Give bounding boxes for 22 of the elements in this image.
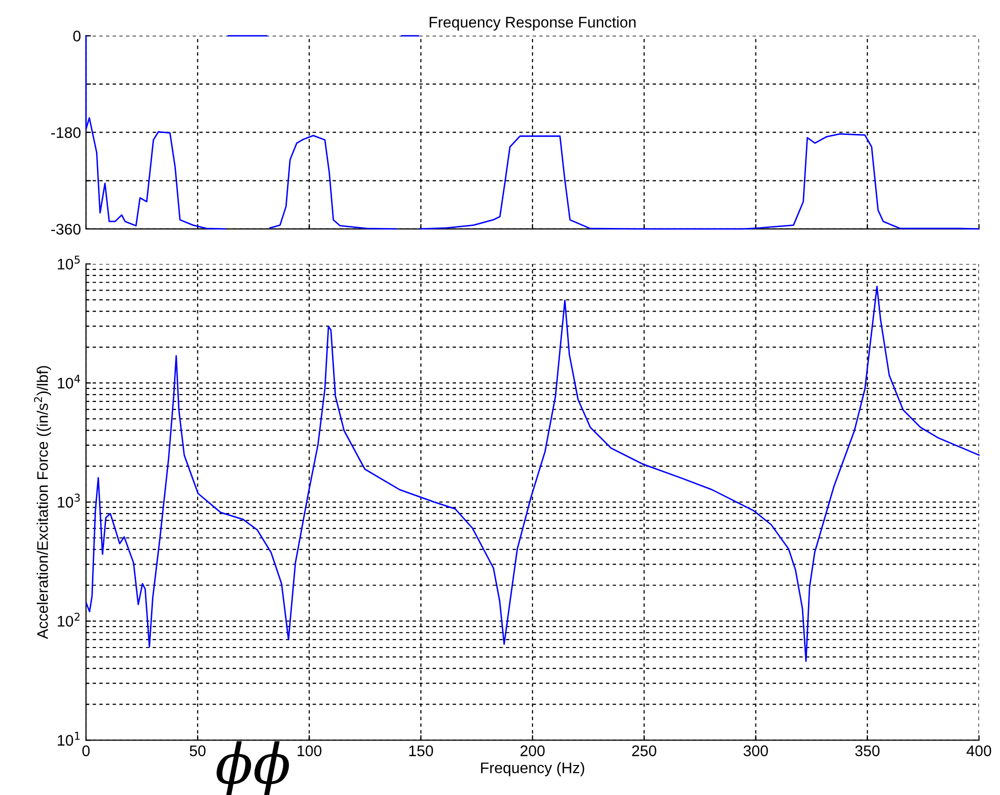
x-tick-label: 50 <box>190 745 206 756</box>
y-tick-label: 10$^{2}$ <box>58 612 80 627</box>
y-tick-label: 10$^{4}$ <box>58 374 80 389</box>
x-tick-label: 200 <box>520 745 545 756</box>
x-tick-label: 400 <box>966 745 992 756</box>
y-tick-label: 10$^{3}$ <box>58 494 80 508</box>
x-tick-label: 250 <box>632 745 656 756</box>
y-tick-label: 0 <box>73 30 81 42</box>
line-series <box>86 286 980 662</box>
y-tick-label: 10$^{1}$ <box>58 732 80 746</box>
y-tick-label: -180 <box>51 127 81 138</box>
y-tick-label: 10$^{5}$ <box>58 256 80 270</box>
text: ϕϕ <box>216 741 289 795</box>
x-axis-title: Frequency (Hz) <box>481 762 584 776</box>
y-axis-title: Acceleration/Excitation Force ((in/s$^{2}$)/lbf) <box>34 366 51 640</box>
x-tick-label: 150 <box>409 745 434 756</box>
y-tick-label: -360 <box>51 224 81 235</box>
x-tick-label: 300 <box>744 745 768 756</box>
chart-title: Frequency Response Function <box>430 16 636 31</box>
x-tick-label: 100 <box>298 745 322 756</box>
x-tick-label: 350 <box>855 745 880 756</box>
x-tick-label: 0 <box>82 745 90 756</box>
